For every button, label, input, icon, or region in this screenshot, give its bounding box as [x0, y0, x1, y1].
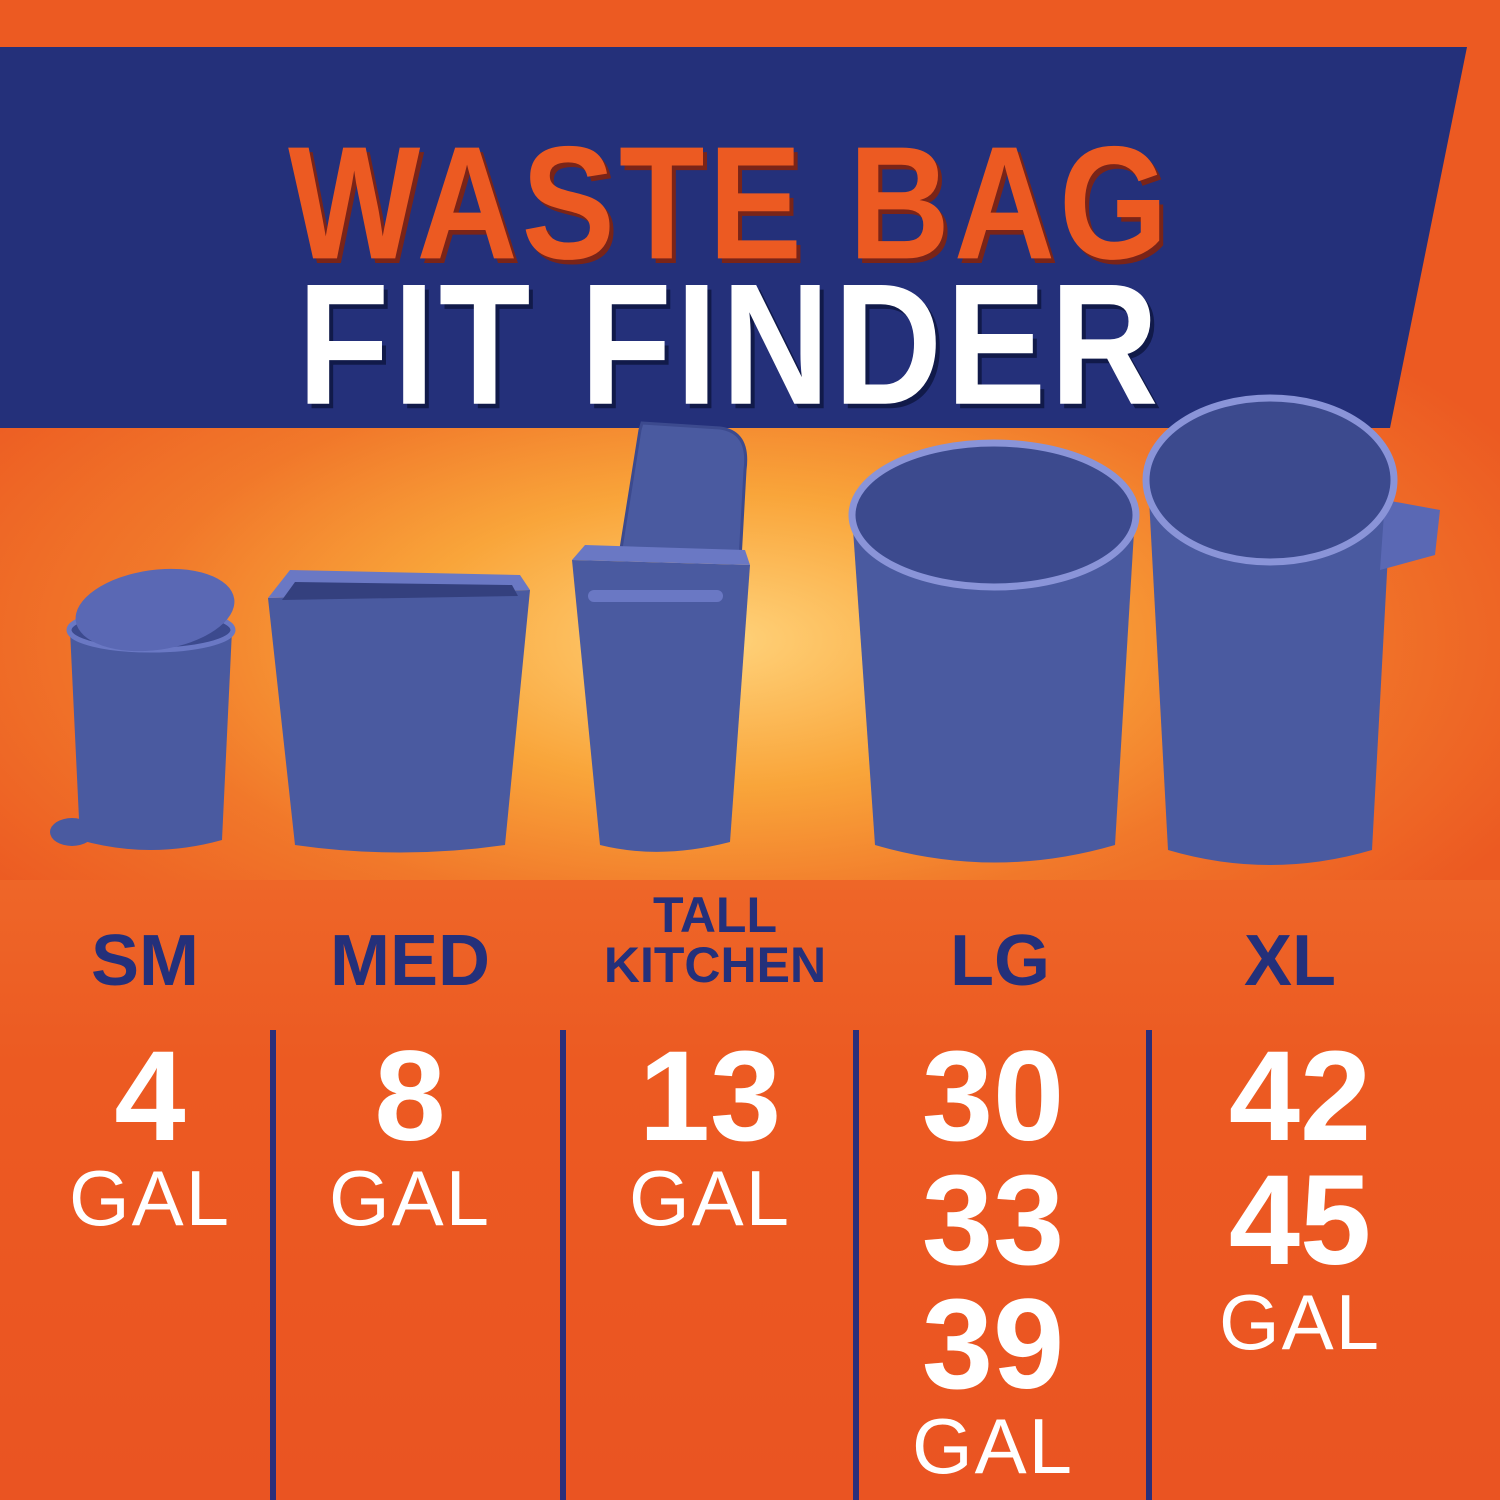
capacity-unit: GAL: [628, 1154, 792, 1242]
capacity-value: 30: [921, 1025, 1065, 1168]
size-label-sm: SM: [91, 921, 199, 1001]
capacity-sm: 4 GAL: [5, 1025, 295, 1242]
size-label-lg: LG: [950, 921, 1050, 1001]
column-divider: [1146, 1030, 1152, 1500]
column-divider: [270, 1030, 276, 1500]
size-label-med: MED: [330, 921, 490, 1001]
column-divider: [560, 1030, 566, 1500]
capacity-value: 39: [921, 1273, 1065, 1416]
capacity-unit: GAL: [68, 1154, 232, 1242]
capacity-value: 4: [114, 1025, 186, 1168]
wastebasket-icon: [268, 570, 530, 853]
capacity-unit: GAL: [911, 1402, 1075, 1490]
title-line-1: WASTE BAG: [288, 112, 1172, 293]
capacity-lg: 30 33 39 GAL: [848, 1025, 1138, 1490]
capacity-xl: 42 45 GAL: [1155, 1025, 1445, 1366]
size-label-line2: KITCHEN: [603, 937, 827, 993]
capacity-value: 8: [374, 1025, 446, 1168]
step-trash-can-icon: [50, 568, 236, 850]
round-trash-can-icon: [848, 439, 1140, 863]
bottom-background: [0, 880, 1500, 1500]
capacity-unit: GAL: [328, 1154, 492, 1242]
capacity-med: 8 GAL: [265, 1025, 555, 1242]
capacity-value: 33: [921, 1149, 1065, 1292]
size-label-line1: TALL: [652, 887, 778, 943]
capacity-tall-kitchen: 13 GAL: [565, 1025, 855, 1242]
lidded-kitchen-can-icon: [572, 421, 750, 852]
title-line-2: FIT FINDER: [297, 247, 1163, 441]
title-banner: [0, 47, 1467, 428]
size-label-xl: XL: [1243, 921, 1336, 1001]
size-label-tall-kitchen: TALL KITCHEN: [570, 890, 860, 990]
capacity-value: 42: [1228, 1025, 1372, 1168]
large-round-trash-can-icon: [1142, 394, 1440, 865]
column-divider: [853, 1030, 859, 1500]
capacity-value: 13: [638, 1025, 782, 1168]
capacity-value: 45: [1228, 1149, 1372, 1292]
capacity-unit: GAL: [1218, 1278, 1382, 1366]
top-strip: [0, 0, 1500, 50]
